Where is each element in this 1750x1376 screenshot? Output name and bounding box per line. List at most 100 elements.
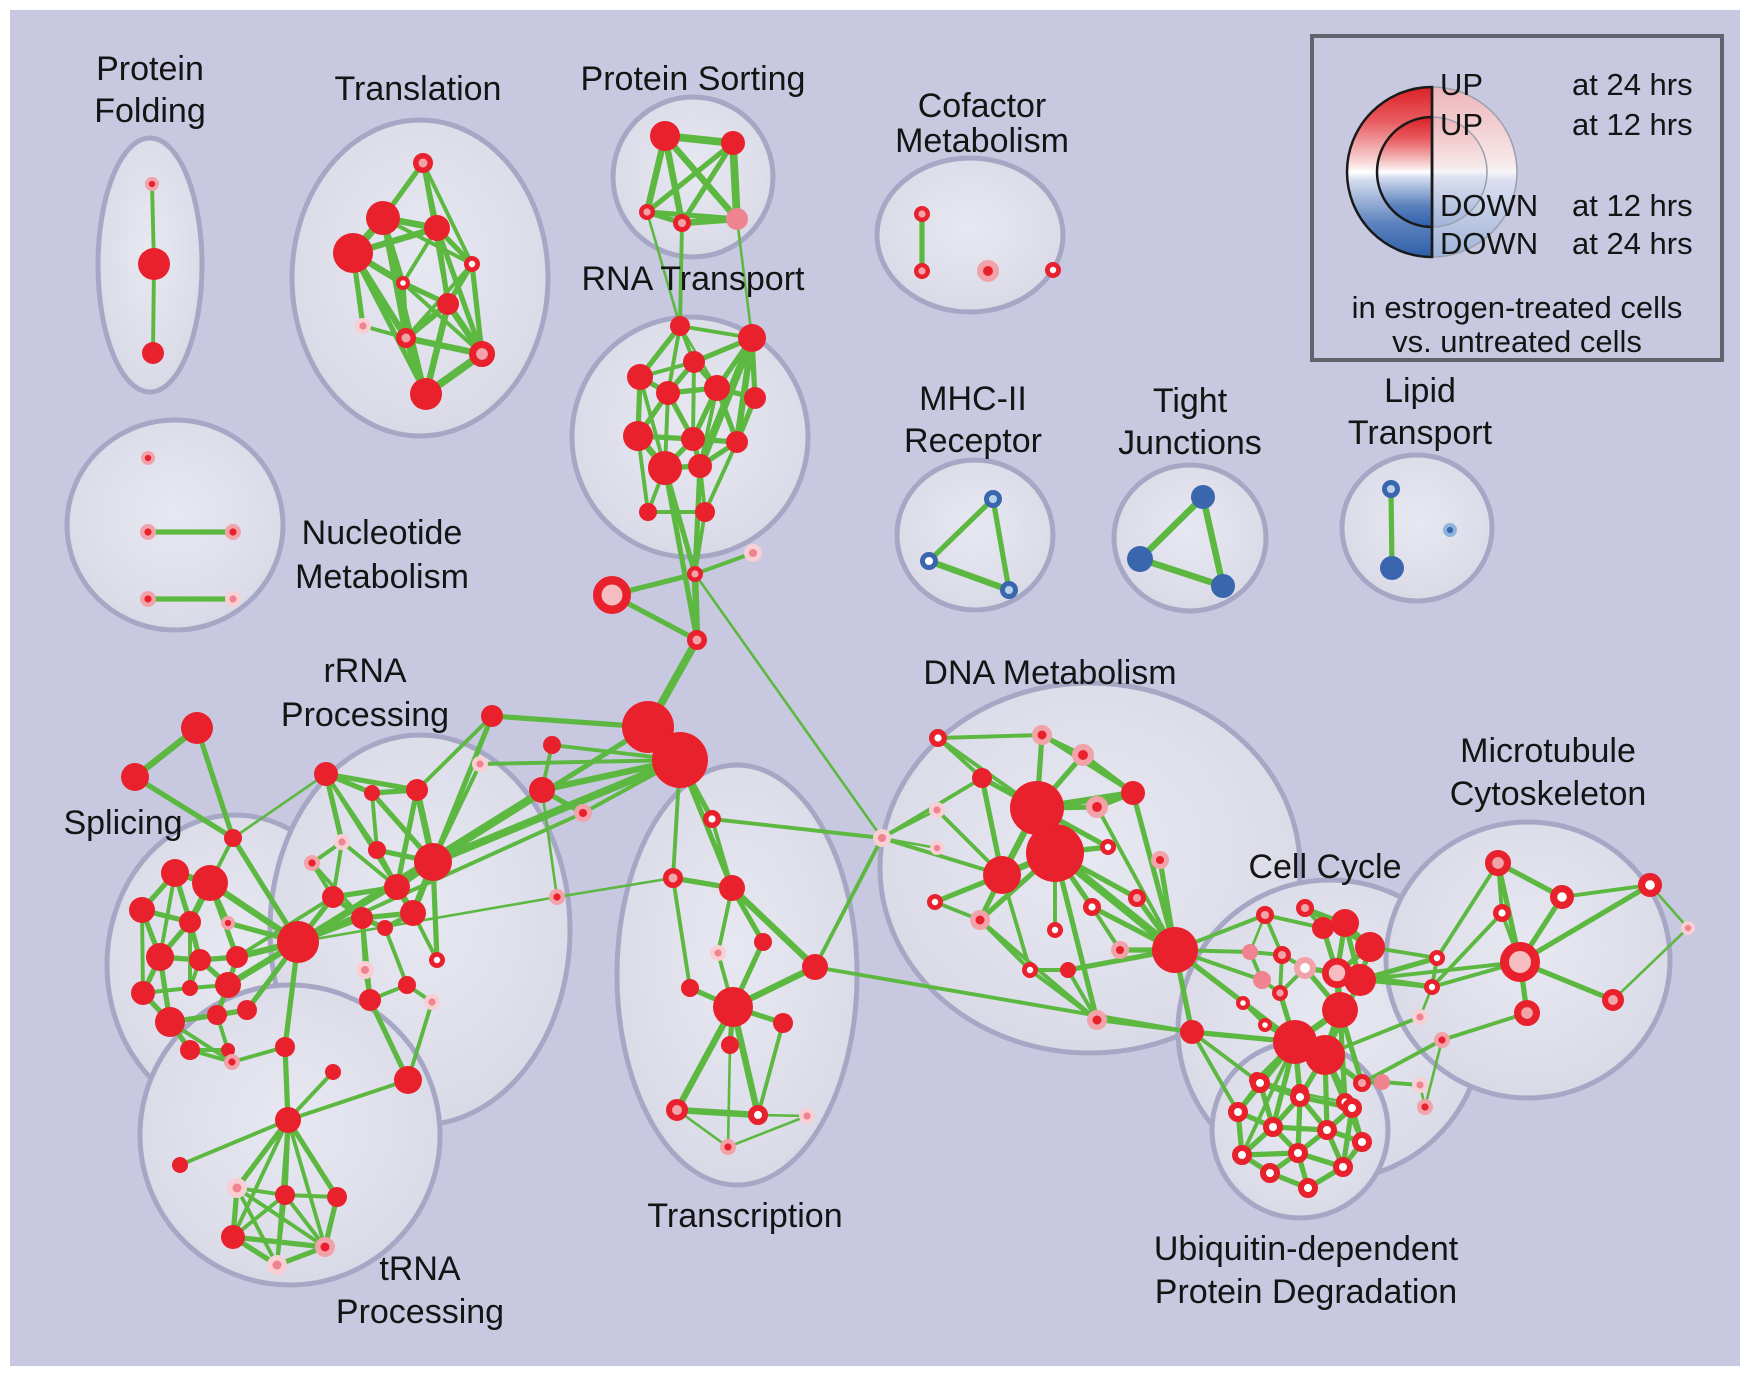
edge-lm4-tx2 (555, 876, 675, 899)
edge-h1-h2 (693, 551, 755, 576)
network-node-s13 (207, 1005, 227, 1025)
network-node-lm2 (529, 777, 555, 803)
edge-cc10-mt4 (1358, 960, 1522, 982)
network-node-s16 (221, 1043, 235, 1057)
network-node-s15 (180, 1040, 200, 1060)
network-node-d5 (929, 802, 946, 819)
edge-tx1-d0 (710, 817, 884, 840)
network-node-j2 (1127, 546, 1153, 572)
network-node-tx5 (754, 933, 772, 951)
cluster-label-line: Microtubule (1460, 732, 1636, 770)
network-node-cc14 (1257, 1017, 1272, 1032)
cluster-label-mhc-ii-receptor: MHC-II Receptor (904, 380, 1042, 460)
network-node-cc7 (1272, 945, 1291, 964)
network-node-mt10 (1681, 920, 1696, 935)
network-node-cc19 (1352, 1073, 1371, 1092)
network-node-h2 (743, 543, 762, 562)
cluster-label-line: Translation (335, 70, 502, 108)
network-node-tc (224, 829, 242, 847)
edge-d0-d13 (880, 836, 939, 850)
network-node-d11 (1026, 824, 1084, 882)
network-node-u6 (1317, 1120, 1337, 1140)
cluster-label-rna-transport: RNA Transport (582, 260, 806, 298)
network-node-mt3 (1492, 904, 1511, 923)
cluster-label-line: Splicing (63, 804, 182, 842)
cluster-tight-junctions-ellipse (1111, 462, 1269, 614)
network-node-x2 (275, 1185, 295, 1205)
network-node-t4 (333, 233, 373, 273)
network-node-rr13 (356, 960, 375, 979)
edge-tnd-tnh (286, 1078, 410, 1122)
network-node-h1 (687, 566, 704, 583)
network-node-pf1 (145, 177, 160, 192)
network-node-p3 (639, 203, 656, 220)
network-node-mt1 (1484, 850, 1511, 877)
network-node-u1 (1250, 1073, 1270, 1093)
cluster-label-rrna-processing: rRNA Processing (281, 652, 449, 734)
network-node-d16 (1082, 898, 1101, 917)
network-node-mt7 (1602, 989, 1625, 1012)
network-node-cc4 (1331, 909, 1359, 937)
network-nodes (121, 121, 1696, 1275)
network-node-r5 (656, 381, 680, 405)
edge-tx3-tx7 (728, 884, 819, 971)
cluster-cofactor-metabolism-ellipse (874, 155, 1066, 315)
network-node-r7 (744, 387, 766, 409)
network-node-ccb2 (1305, 1035, 1345, 1075)
network-node-rr12 (428, 952, 445, 969)
network-node-p5 (726, 208, 748, 230)
network-node-x6 (267, 1255, 287, 1275)
network-node-rr4 (334, 834, 351, 851)
network-node-cc22 (1416, 1098, 1433, 1115)
network-node-mt9 (1637, 872, 1662, 897)
network-node-cc6 (1242, 944, 1258, 960)
cluster-label-microtubule-cytoskeleton: Microtubule Cytoskeleton (1450, 732, 1647, 813)
network-node-n2 (139, 524, 156, 541)
cluster-label-nucleotide-metabolism: Nucleotide Metabolism (295, 514, 469, 596)
cluster-label-line: MHC-II (919, 380, 1027, 418)
edge-j1-j3 (1199, 493, 1227, 590)
edge-p1-p5 (661, 132, 741, 223)
cluster-label-line: Cofactor (918, 87, 1047, 125)
edge-m1-m2 (926, 496, 996, 564)
legend-circle-inner-left (1375, 115, 1434, 229)
network-node-t2 (366, 201, 400, 235)
edge-r6-r12 (698, 386, 719, 468)
network-node-n4 (139, 591, 156, 608)
network-node-cc20 (1374, 1074, 1390, 1090)
network-node-c4 (1045, 261, 1062, 278)
network-node-t10 (469, 341, 496, 368)
network-node-d9 (1150, 850, 1169, 869)
cluster-label-line: RNA Transport (582, 260, 806, 298)
edge-p2-p3 (644, 140, 736, 215)
edge-h1-h4 (691, 570, 701, 644)
network-node-s3 (192, 865, 228, 901)
network-node-rr8 (351, 907, 373, 929)
edge-p2-p4 (679, 140, 736, 226)
network-node-tnc (325, 1064, 341, 1080)
network-node-hub2 (652, 732, 708, 788)
edge-tx10-tx14 (726, 1043, 732, 1149)
edge-s2-s9 (140, 908, 145, 995)
network-node-ta (181, 712, 213, 744)
cluster-label-line: Cell Cycle (1248, 848, 1401, 886)
edge-rr3-rr11 (394, 787, 420, 890)
edge-mid1-rr3 (415, 714, 494, 792)
network-node-rr10 (400, 900, 426, 926)
network-node-tx2 (663, 868, 683, 888)
edge-t1-t5 (421, 161, 474, 266)
network-node-x5 (315, 1237, 335, 1257)
cluster-label-ubiquitin-degradation: Ubiquitin-dependent Protein Degradation (1154, 1230, 1459, 1311)
edge-x2-x6 (275, 1193, 287, 1267)
network-node-d14 (927, 894, 944, 911)
network-node-u8 (1232, 1145, 1252, 1165)
cluster-label-line: Transcription (647, 1197, 842, 1235)
network-node-m2 (919, 551, 938, 570)
edge-tx7-d24 (813, 965, 1194, 1034)
legend-time-0: at 24 hrs (1572, 67, 1693, 102)
network-node-tx10 (721, 1036, 739, 1054)
network-node-rr9 (377, 920, 393, 936)
network-node-tx1 (703, 810, 722, 829)
network-node-r13 (639, 503, 657, 521)
